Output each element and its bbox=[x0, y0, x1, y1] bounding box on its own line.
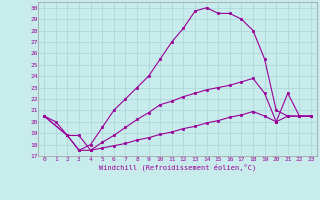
X-axis label: Windchill (Refroidissement éolien,°C): Windchill (Refroidissement éolien,°C) bbox=[99, 163, 256, 171]
